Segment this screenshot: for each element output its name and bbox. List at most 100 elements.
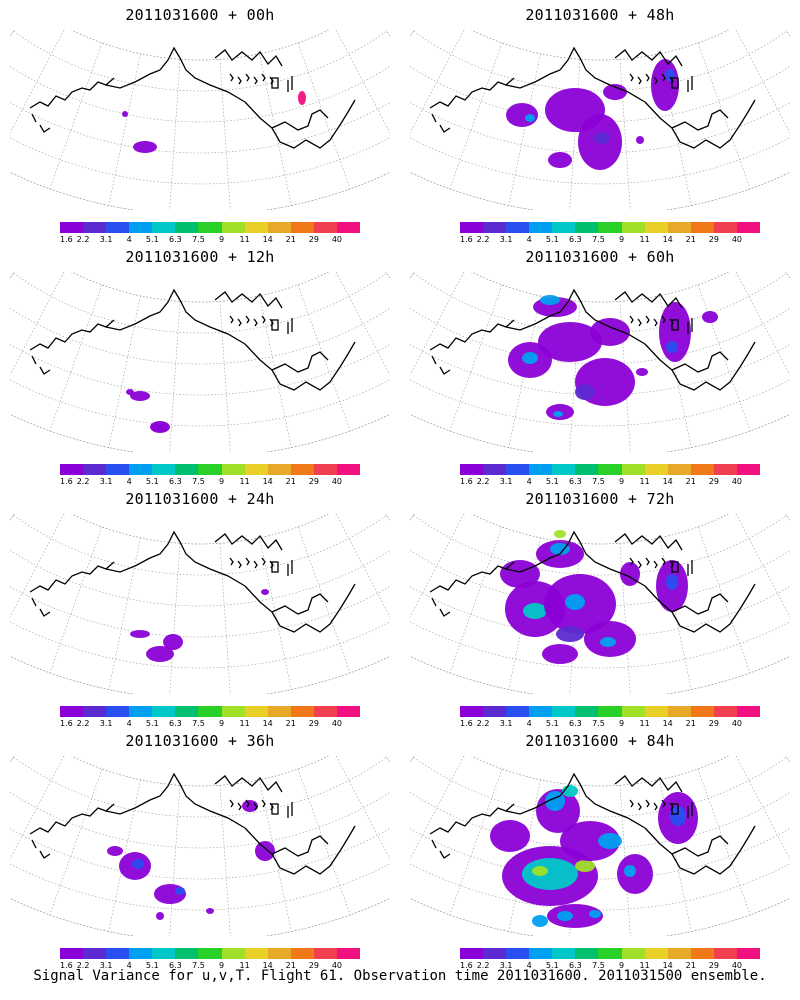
colorbar-swatch [460, 948, 484, 959]
colorbar [60, 464, 361, 475]
variance-contour [532, 915, 548, 927]
variance-contour [523, 603, 547, 619]
variance-contour [600, 637, 616, 647]
map-12h [10, 272, 390, 452]
variance-contour [670, 806, 686, 826]
colorbar-tick-label: 9 [618, 961, 625, 970]
variance-field [490, 785, 698, 928]
colorbar-tick-label: 14 [662, 719, 673, 728]
variance-contour [666, 574, 678, 590]
colorbar-swatch [152, 948, 176, 959]
colorbar-tick-label: 11 [639, 961, 650, 970]
colorbar-tick-label: 9 [618, 719, 625, 728]
colorbar [60, 222, 361, 233]
colorbar-tick-label: 4 [126, 477, 132, 486]
variance-contour [651, 59, 679, 111]
colorbar-tick-label: 6.3 [169, 477, 182, 486]
colorbar-tick-label: 1.6 [60, 961, 73, 970]
colorbar-swatch [244, 706, 268, 717]
variance-contour [636, 136, 644, 144]
colorbar-tick-label: 21 [685, 961, 696, 970]
colorbar-tick-label: 5.1 [145, 719, 159, 728]
colorbar-swatch [221, 464, 245, 475]
variance-field [506, 59, 679, 170]
colorbar-tick-label: 6.3 [569, 235, 582, 244]
colorbar-swatch [713, 948, 737, 959]
colorbar-swatch [667, 464, 691, 475]
colorbar-tick-label: 5.1 [145, 477, 159, 486]
map-domain-outline [410, 756, 790, 936]
variance-contour [532, 866, 548, 876]
panel-title: 2011031600 + 48h [525, 6, 675, 24]
colorbar-tick-label: 21 [685, 719, 696, 728]
variance-contour [130, 391, 150, 401]
variance-contour [522, 352, 538, 364]
colorbar-tick-label: 7.5 [192, 719, 205, 728]
colorbar-tick-label: 1.6 [60, 719, 73, 728]
colorbar [460, 464, 761, 475]
colorbar-tick-label: 29 [308, 719, 319, 728]
colorbar-swatch [598, 948, 622, 959]
colorbar-swatch [529, 706, 553, 717]
variance-contour [575, 860, 595, 872]
colorbar-tick-label: 6.3 [569, 477, 582, 486]
colorbar-tick-label: 21 [685, 477, 696, 486]
colorbar-tick-label: 5.1 [145, 235, 159, 244]
panel-24h: 2011031600 + 24h 1.6 2.2 3.1 4 5.1 6.3 7.5 9 11 1… [0, 484, 400, 729]
colorbar-swatch [506, 706, 530, 717]
colorbar-tick-label: 5.1 [545, 961, 559, 970]
colorbar-swatch [644, 706, 668, 717]
colorbar-tick-label: 21 [285, 235, 296, 244]
variance-field [130, 589, 269, 662]
variance-contour [542, 644, 578, 664]
colorbar-swatch [244, 464, 268, 475]
colorbar-labels: 1.6 2.2 3.1 4 5.1 6.3 7.5 9 11 14 21 29 40 [60, 961, 360, 971]
colorbar-swatch [198, 464, 222, 475]
colorbar-swatch [621, 948, 645, 959]
colorbar-swatch [621, 464, 645, 475]
colorbar-swatch [106, 464, 130, 475]
map-graticule [10, 30, 390, 210]
colorbar-tick-label: 1.6 [460, 477, 473, 486]
colorbar-swatch [552, 222, 576, 233]
colorbar-tick-label: 1.6 [460, 719, 473, 728]
panel-title: 2011031600 + 36h [125, 732, 275, 750]
colorbar-swatch [506, 222, 530, 233]
colorbar-tick-label: 4 [526, 477, 532, 486]
colorbar-tick-label: 7.5 [592, 235, 605, 244]
colorbar-swatch [267, 222, 291, 233]
colorbar-swatch [336, 706, 361, 717]
colorbar-tick-label: 11 [639, 719, 650, 728]
panel-title: 2011031600 + 60h [525, 248, 675, 266]
colorbar-labels: 1.6 2.2 3.1 4 5.1 6.3 7.5 9 11 14 21 29 40 [460, 719, 760, 729]
variance-contour [666, 341, 678, 353]
variance-contour [156, 912, 164, 920]
colorbar-tick-label: 14 [662, 961, 673, 970]
colorbar-tick-label: 9 [218, 235, 225, 244]
colorbar-swatch [106, 948, 130, 959]
variance-contour [538, 322, 602, 362]
colorbar-tick-label: 21 [685, 235, 696, 244]
colorbar-swatch [175, 222, 199, 233]
map-domain-outline [410, 514, 790, 694]
colorbar-tick-label: 11 [239, 477, 250, 486]
colorbar-labels: 1.6 2.2 3.1 4 5.1 6.3 7.5 9 11 14 21 29 40 [60, 719, 360, 729]
colorbar-swatch [198, 222, 222, 233]
colorbar-swatch [506, 464, 530, 475]
colorbar-swatch [152, 222, 176, 233]
variance-contour [133, 141, 157, 153]
panel-title: 2011031600 + 24h [125, 490, 275, 508]
map-domain-outline [410, 272, 790, 452]
colorbar-swatch [529, 222, 553, 233]
coastline [429, 46, 756, 149]
variance-contour [130, 630, 150, 638]
colorbar-swatch [60, 222, 84, 233]
colorbar-swatch [175, 464, 199, 475]
colorbar-tick-label: 7.5 [192, 235, 205, 244]
map-00h [10, 30, 390, 210]
map-domain-outline [10, 756, 390, 936]
colorbar-tick-label: 29 [308, 235, 319, 244]
colorbar-swatch [290, 948, 314, 959]
colorbar-swatch [60, 706, 84, 717]
variance-contour [107, 846, 123, 856]
